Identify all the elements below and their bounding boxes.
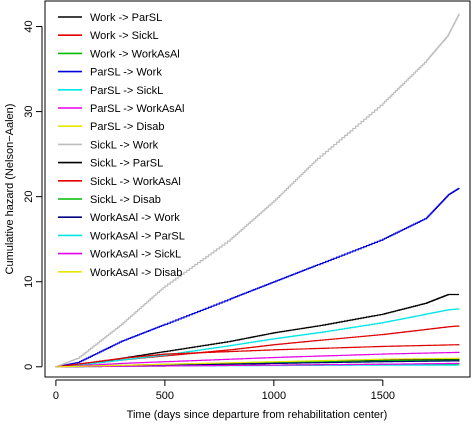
x-tick-label: 1500 [371,390,395,402]
legend: Work -> ParSL Work -> SickL Work -> WorkAs… [58,12,185,279]
x-tick-label: 500 [156,390,174,402]
series-layer [55,13,460,368]
y-tick-label: 0 [23,364,35,370]
series-line-1 [55,293,460,368]
legend-label: SickL -> ParSL [90,158,163,170]
series-line-5 [55,308,460,368]
y-tick-label: 10 [23,276,35,288]
legend-label: SickL -> Disab [90,194,161,206]
y-tick-label: 30 [23,105,35,117]
y-tick-label: 20 [23,191,35,203]
plot-frame [44,0,471,378]
y-axis: 0 10 20 30 40 [23,20,43,370]
series-line-14 [55,362,460,368]
legend-label: WorkAsAl -> ParSL [90,230,185,242]
legend-label: SickL -> Work [90,139,159,151]
x-tick-label: 1000 [262,390,286,402]
legend-label: SickL -> WorkAsAl [90,176,181,188]
legend-label: WorkAsAl -> Work [90,212,180,224]
legend-label: WorkAsAl -> Disab [90,267,182,279]
legend-label: Work -> SickL [90,30,159,42]
legend-label: ParSL -> Disab [90,121,165,133]
y-axis-label: Cumulative hazard (Nelson−Aalen) [4,104,16,275]
series-line-8 [55,13,460,368]
x-axis-label: Time (days since departure from rehabili… [127,409,388,421]
series-line-6 [55,351,460,368]
series-line-4 [55,187,460,368]
x-axis: 0 500 1000 1500 [53,379,395,402]
legend-label: ParSL -> Work [90,67,162,79]
legend-label: Work -> WorkAsAl [90,48,180,60]
y-tick-label: 40 [23,20,35,32]
legend-label: ParSL -> WorkAsAl [90,103,184,115]
legend-label: WorkAsAl -> SickL [90,249,181,261]
legend-label: ParSL -> SickL [90,85,163,97]
series-line-15 [55,357,460,368]
legend-label: Work -> ParSL [90,12,162,24]
series-line-10 [55,344,460,368]
x-tick-label: 0 [53,390,59,402]
